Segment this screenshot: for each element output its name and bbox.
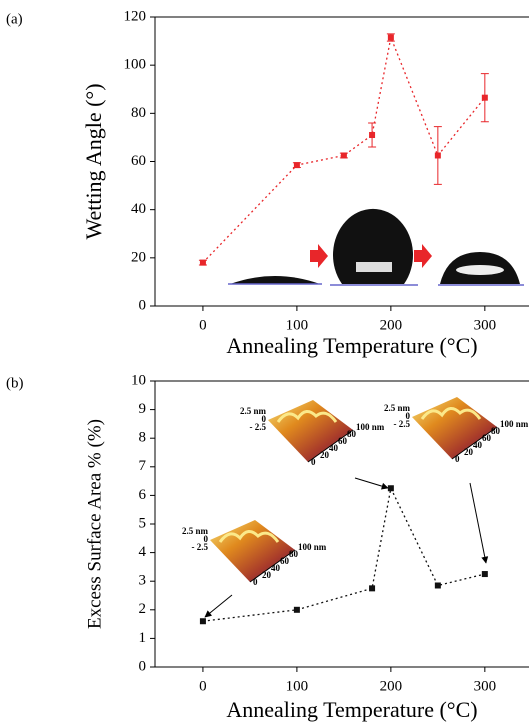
y-tick-label: 5: [139, 515, 147, 531]
inset-xy-label: 100 nm: [298, 542, 327, 552]
marker: [340, 152, 347, 159]
marker: [199, 259, 206, 266]
data-line: [202, 486, 485, 622]
inset-xy-label: 100 nm: [500, 419, 529, 429]
y-tick-label: 6: [139, 487, 147, 503]
x-tick-label: 300: [474, 678, 497, 694]
inset-arrows: [204, 477, 489, 618]
afm-surface: [412, 397, 497, 459]
x-tick-label: 0: [199, 678, 207, 694]
inset-z-label: 2.5 nm: [240, 406, 267, 416]
inset-xy-label: 20: [320, 450, 330, 460]
y-tick-label: 3: [139, 573, 147, 589]
x-tick-label: 100: [286, 678, 309, 694]
inset-z-label: - 2.5: [192, 542, 209, 552]
y-tick-label: 120: [124, 8, 147, 24]
x-tick-label: 100: [286, 317, 309, 333]
inset-z-label: 0: [262, 414, 267, 424]
x-axis-title: Annealing Temperature (°C): [226, 333, 477, 358]
inset-z-label: 2.5 nm: [384, 403, 411, 413]
y-tick-label: 10: [131, 372, 146, 388]
inset-z-label: 2.5 nm: [182, 526, 209, 536]
inset-xy-label: 80: [347, 429, 357, 439]
y-tick-label: 4: [139, 544, 147, 560]
marker: [293, 606, 300, 613]
y-axis-title: Wetting Angle (°): [81, 83, 106, 239]
marker: [434, 582, 441, 589]
afm-axis: [307, 429, 354, 463]
marker: [387, 485, 394, 492]
y-tick-label: 0: [139, 658, 147, 674]
inset-xy-label: 0: [253, 577, 258, 587]
marker: [434, 152, 441, 159]
afm-surface: [268, 400, 353, 462]
marker: [199, 618, 206, 625]
x-tick-label: 200: [380, 678, 403, 694]
inset-xy-label: 80: [491, 426, 501, 436]
panel-label: (b): [6, 375, 24, 391]
inset-xy-label: 80: [289, 549, 299, 559]
inset-xy-label: 60: [280, 556, 290, 566]
inset-xy-label: 60: [338, 436, 348, 446]
x-tick-label: 0: [199, 317, 207, 333]
inset-xy-label: 0: [311, 457, 316, 467]
marker: [369, 585, 376, 592]
y-tick-label: 100: [124, 57, 147, 73]
marker: [293, 162, 300, 169]
inset-xy-label: 0: [455, 454, 460, 464]
droplet-images: [228, 208, 524, 286]
marker: [481, 571, 488, 578]
y-tick-label: 7: [139, 458, 147, 474]
y-tick-label: 1: [139, 630, 147, 646]
y-tick-label: 20: [131, 249, 146, 265]
y-tick-label: 60: [131, 153, 146, 169]
marker: [369, 132, 376, 139]
inset-xy-label: 40: [271, 563, 281, 573]
inset-z-label: - 2.5: [250, 422, 267, 432]
afm-bumps: [276, 410, 338, 423]
afm-axis: [249, 549, 296, 583]
inset-z-label: 0: [204, 534, 209, 544]
x-tick-label: 300: [474, 317, 497, 333]
afm-axis: [451, 426, 498, 460]
afm-bumps: [218, 530, 280, 543]
x-tick-label: 200: [380, 317, 403, 333]
inset-xy-label: 20: [262, 570, 272, 580]
inset-xy-label: 100 nm: [356, 422, 385, 432]
y-axis-title: Excess Surface Area % (%): [84, 419, 105, 629]
y-tick-label: 8: [139, 430, 147, 446]
marker: [481, 94, 488, 101]
y-tick-label: 40: [131, 201, 146, 217]
marker: [387, 34, 394, 41]
x-axis-title: Annealing Temperature (°C): [226, 697, 477, 722]
afm-surface: [210, 520, 295, 582]
y-tick-label: 2: [139, 601, 147, 617]
y-tick-label: 0: [139, 297, 147, 313]
inset-xy-label: 40: [473, 440, 483, 450]
y-tick-label: 80: [131, 105, 146, 121]
inset-z-label: - 2.5: [394, 419, 411, 429]
panel-label: (a): [6, 11, 23, 27]
inset-xy-label: 60: [482, 433, 492, 443]
inset-xy-label: 40: [329, 443, 339, 453]
y-tick-label: 9: [139, 401, 147, 417]
inset-xy-label: 20: [464, 447, 474, 457]
inset-z-label: 0: [406, 411, 411, 421]
afm-bumps: [420, 407, 482, 420]
